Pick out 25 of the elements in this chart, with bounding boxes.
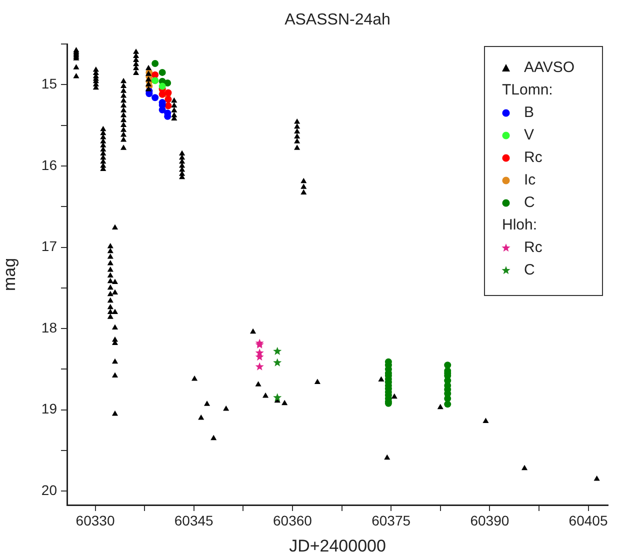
y-tick-label: 20 xyxy=(41,482,58,498)
x-tick-label: 60360 xyxy=(273,512,312,528)
x-tick-label: 60390 xyxy=(470,512,510,528)
y-tick-label: 17 xyxy=(41,238,58,254)
chart-title: ASASSN-24ah xyxy=(284,11,390,28)
legend-label: Rc xyxy=(524,149,543,166)
legend-label: Rc xyxy=(524,239,543,256)
y-axis-title: mag xyxy=(0,258,19,292)
x-tick-label: 60330 xyxy=(76,512,115,528)
legend-label: C xyxy=(524,194,535,212)
legend-label: Ic xyxy=(524,172,536,189)
legend-label: B xyxy=(524,104,534,122)
y-tick-label: 18 xyxy=(41,319,58,336)
x-axis-title: JD+2400000 xyxy=(289,536,386,556)
x-tick-label: 60345 xyxy=(174,512,214,528)
y-tick-label: 19 xyxy=(41,400,58,417)
text: TLomn: xyxy=(502,82,553,99)
legend-label: C xyxy=(524,262,535,279)
y-tick-label: 15 xyxy=(41,76,58,92)
x-tick-label: 60405 xyxy=(568,512,608,528)
legend-label: AAVSO xyxy=(524,59,575,76)
y-tick-label: 16 xyxy=(41,156,58,173)
legend-label: V xyxy=(524,126,534,144)
text: Hloh: xyxy=(502,216,538,234)
x-tick-label: 60375 xyxy=(372,512,411,528)
